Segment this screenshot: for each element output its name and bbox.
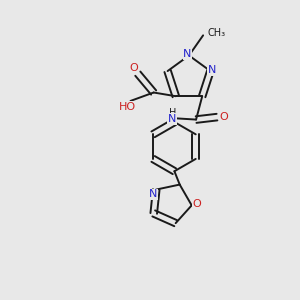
Text: H: H (169, 108, 176, 118)
Text: N: N (168, 114, 176, 124)
Text: CH₃: CH₃ (208, 28, 226, 38)
Text: N: N (208, 65, 216, 75)
Text: N: N (183, 49, 192, 59)
Text: O: O (193, 199, 202, 209)
Text: HO: HO (119, 102, 136, 112)
Text: N: N (149, 189, 158, 200)
Text: O: O (129, 63, 138, 73)
Text: O: O (219, 112, 228, 122)
